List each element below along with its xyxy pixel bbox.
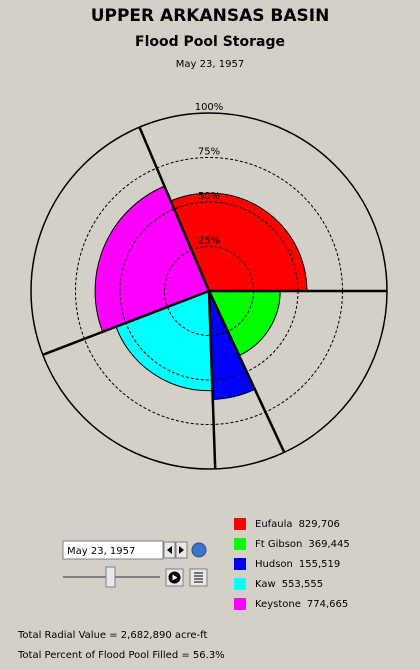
legend-value: 369,445 [308,539,349,550]
legend-name: Eufaula [255,519,293,530]
report-icon [194,572,203,583]
legend-value: 155,519 [299,559,340,570]
chart-title: UPPER ARKANSAS BASIN [91,6,330,26]
sector [115,290,213,392]
legend-swatch [234,578,246,590]
legend-swatch [234,598,246,610]
ring-label: 100% [195,102,224,113]
legend-value: 829,706 [299,519,340,530]
legend-swatch [234,558,246,570]
spoke [207,290,286,453]
sector [208,290,281,357]
legend: Eufaula 829,706 Ft Gibson 369,445 Hudson 155,… [234,518,350,610]
legend-label: Keystone 774,665 [255,599,348,610]
legend-name: Keystone [255,599,301,610]
spoke [42,289,210,356]
ring-label: 25% [198,236,220,247]
prev-icon [167,546,172,554]
legend-label: Eufaula 829,706 [255,519,340,530]
rings: 25% 50% 75% 100% [30,102,388,470]
legend-name: Hudson [255,559,293,570]
chart-subtitle: Flood Pool Storage [135,34,285,50]
spoke [138,126,211,292]
legend-swatch [234,538,246,550]
next-icon [179,546,184,554]
chart-date: May 23, 1957 [176,59,244,70]
legend-name: Ft Gibson [255,539,302,550]
sector [170,192,308,292]
legend-label: Hudson 155,519 [255,559,340,570]
legend-label: Kaw 553,555 [255,579,323,590]
footer-percent: Total Percent of Flood Pool Filled = 56.… [17,650,225,661]
report-button[interactable] [189,568,208,587]
spoke [207,290,217,469]
legend-value: 553,555 [282,579,323,590]
globe-button[interactable] [191,542,207,558]
footer-total: Total Radial Value = 2,682,890 acre-ft [17,630,207,641]
play-triangle [172,574,178,581]
sector [94,185,210,333]
ring-label: 50% [198,191,220,202]
legend-name: Kaw [255,579,276,590]
legend-label: Ft Gibson 369,445 [255,539,350,550]
legend-value: 774,665 [307,599,348,610]
sectors [94,185,308,401]
date-field-text: May 23, 1957 [67,546,135,557]
ring-label: 75% [198,147,220,158]
slider-thumb[interactable] [105,566,116,588]
legend-swatch [234,518,246,530]
date-field[interactable] [62,540,164,560]
